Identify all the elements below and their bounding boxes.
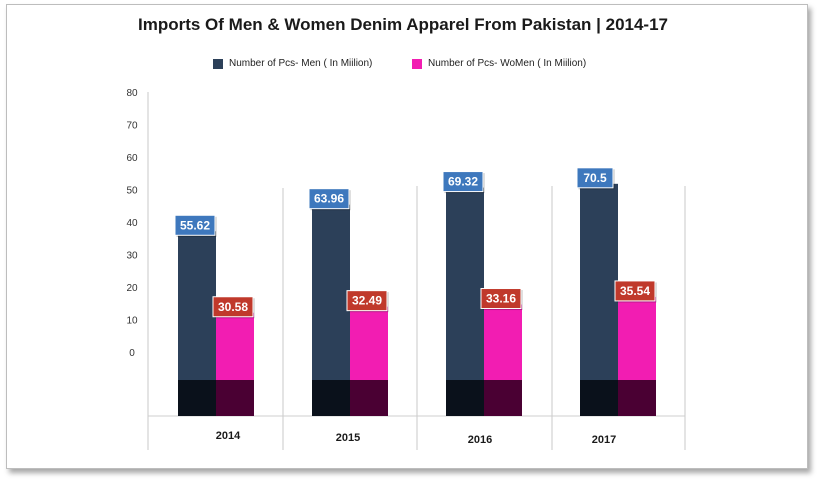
data-label: 35.54 (620, 284, 650, 298)
y-tick-label: 50 (126, 186, 138, 197)
chart-title: Imports Of Men & Women Denim Apparel Fro… (138, 15, 668, 34)
y-tick-label: 20 (126, 283, 138, 294)
legend-label-men: Number of Pcs- Men ( In Miilion) (229, 58, 373, 69)
bar-men (446, 187, 484, 380)
data-label-box (174, 214, 216, 236)
bar-men (580, 183, 618, 380)
y-tick-label: 30 (126, 251, 138, 262)
data-label: 32.49 (352, 294, 382, 308)
x-tick-label: 2017 (592, 434, 616, 446)
y-tick-label: 70 (126, 121, 138, 132)
bar-floor (580, 380, 618, 416)
x-tick-label: 2016 (468, 434, 492, 446)
data-label-box (480, 288, 522, 310)
bar-floor (312, 380, 350, 416)
legend-swatch-women (412, 58, 422, 69)
y-tick-label: 60 (126, 153, 138, 164)
y-tick-label: 40 (126, 218, 138, 229)
data-label: 69.32 (448, 175, 478, 189)
bar-floor (350, 380, 388, 416)
bar-floor (484, 380, 522, 416)
legend-label-women: Number of Pcs- WoMen ( In Miilion) (428, 58, 587, 69)
x-tick-label: 2015 (336, 432, 360, 444)
bar-women (618, 296, 656, 380)
data-label: 55.62 (180, 218, 210, 232)
data-label-box (442, 171, 484, 193)
legend: Number of Pcs- Men ( In Miilion) Number … (0, 58, 820, 72)
data-label: 33.16 (486, 292, 516, 306)
bar-floor (216, 380, 254, 416)
bar-men (178, 231, 216, 380)
y-tick-label: 0 (129, 348, 135, 359)
bar-floor (446, 380, 484, 416)
data-label: 30.58 (218, 300, 248, 314)
x-tick-label: 2014 (216, 430, 241, 442)
bar-men (312, 204, 350, 380)
bar-women (350, 306, 388, 380)
bar-floor (618, 380, 656, 416)
data-label-box (614, 280, 656, 302)
legend-item-men: Number of Pcs- Men ( In Miilion) (213, 58, 372, 69)
y-tick-label: 80 (126, 88, 138, 99)
bar-floor (178, 380, 216, 416)
legend-item-women: Number of Pcs- WoMen ( In Miilion) (412, 58, 586, 69)
data-label: 70.5 (583, 171, 607, 185)
bar-women (216, 312, 254, 380)
bar-women (484, 304, 522, 380)
data-label-box (308, 188, 350, 210)
legend-swatch-men (213, 58, 223, 69)
y-tick-label: 10 (126, 316, 138, 327)
data-label-box (212, 296, 254, 318)
data-label-box (346, 290, 388, 312)
chart-frame (6, 4, 808, 469)
data-label-box (576, 167, 614, 189)
data-label: 63.96 (314, 192, 344, 206)
